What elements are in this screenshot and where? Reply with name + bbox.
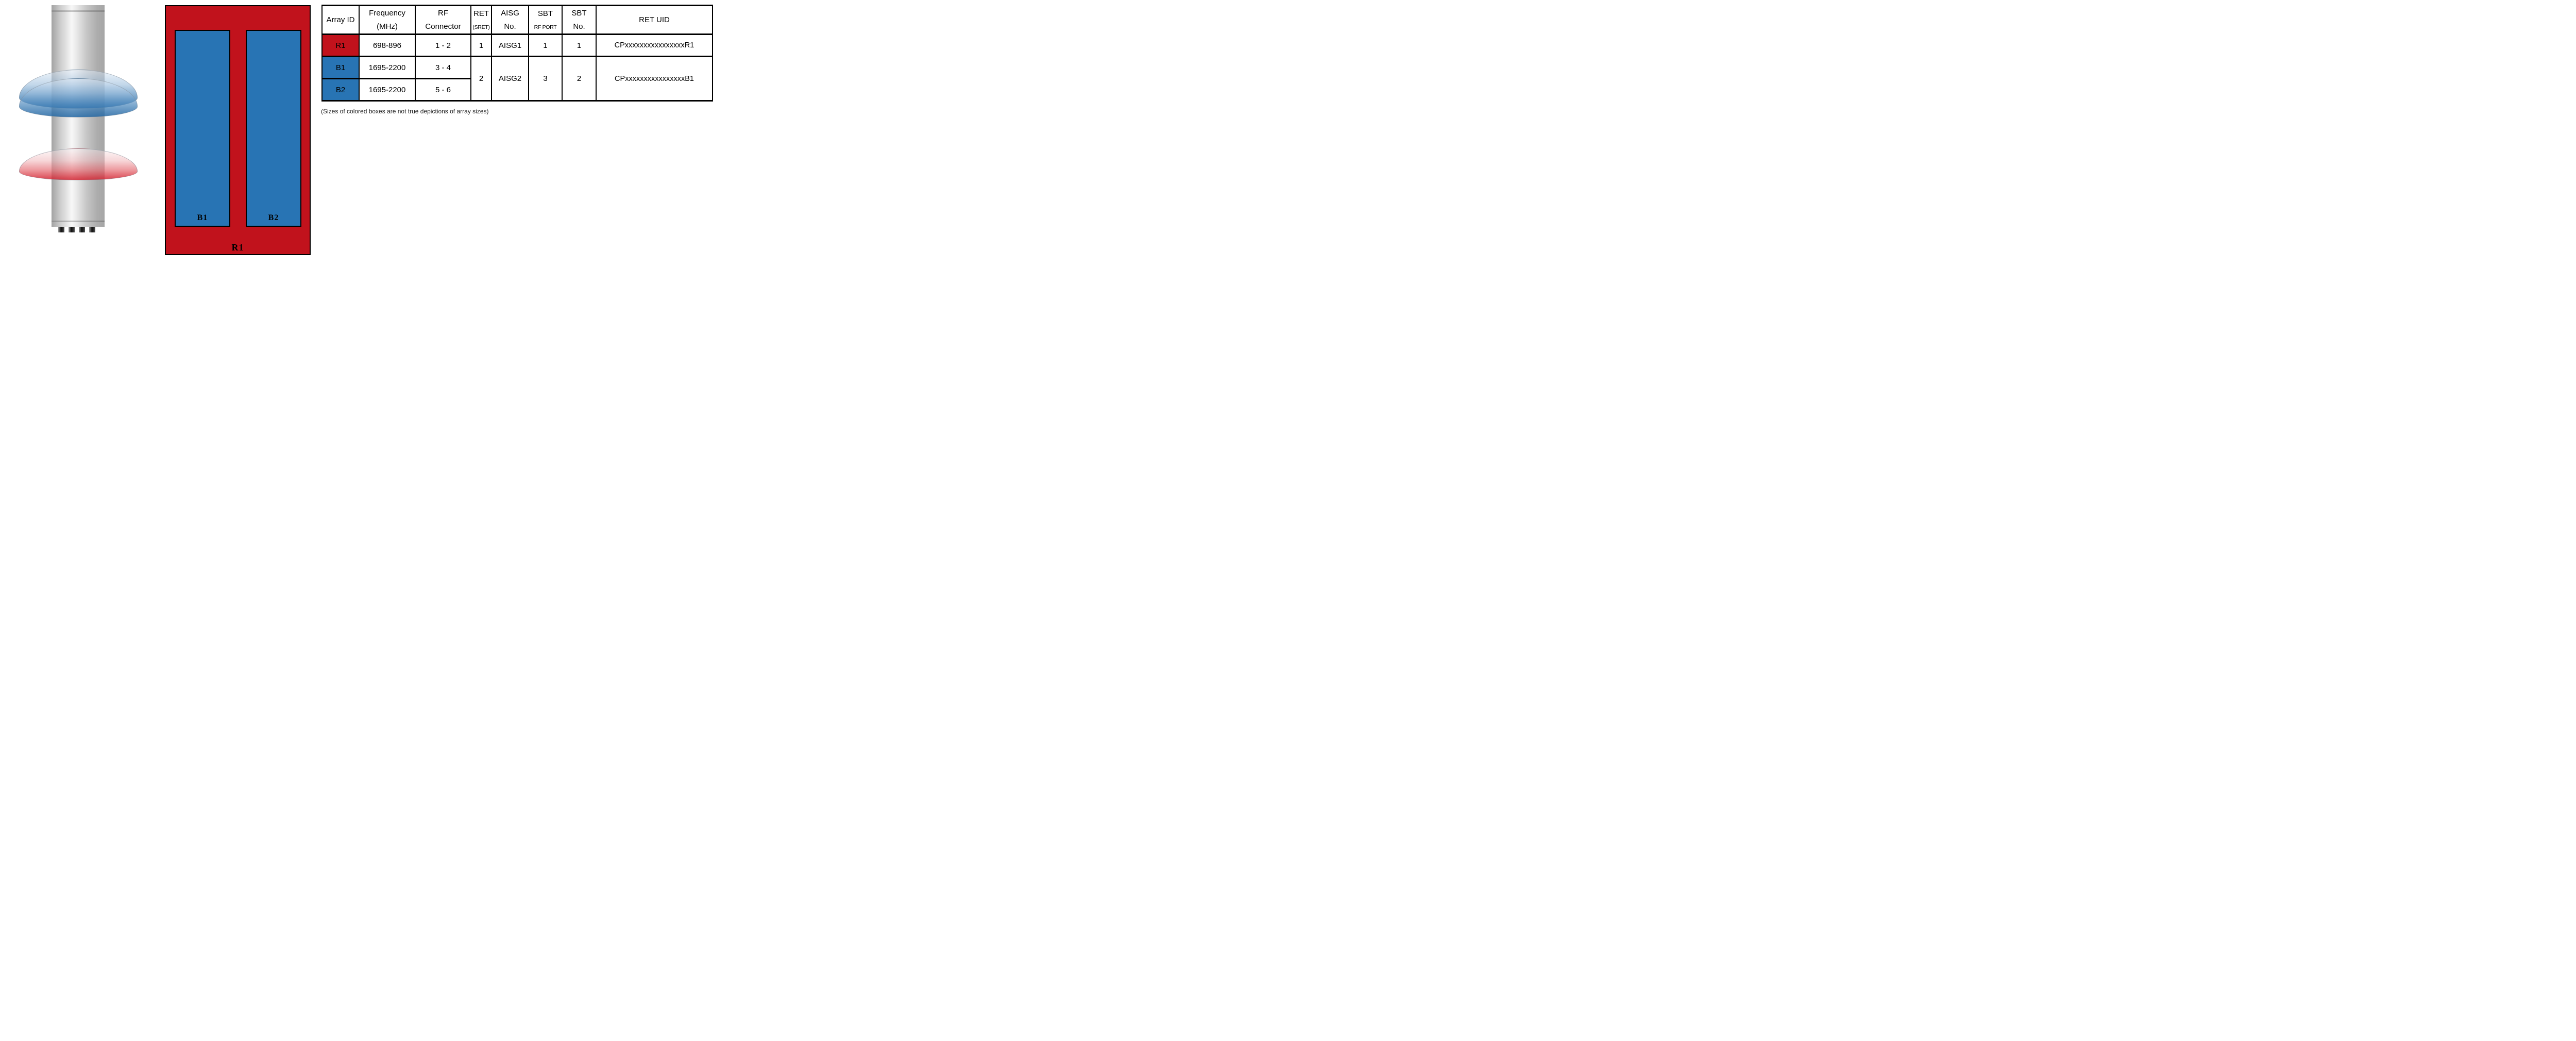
cell-sbt-port-b1b2: 3 [528, 56, 563, 102]
cell-freq-r1: 698-896 [359, 33, 416, 57]
page: B1 B2 R1 Array ID Frequency (MHz) [0, 0, 721, 260]
cell-array-id-b1: B1 [321, 56, 360, 79]
header-ret-uid: RET UID [596, 5, 713, 35]
table-row-b1: B1 1695-2200 3 - 4 2 AISG2 3 2 CPxxxxxxx… [321, 56, 713, 102]
array-b2-label: B2 [268, 213, 279, 222]
cell-sbt-port-r1: 1 [528, 33, 563, 57]
cell-freq-b1: 1695-2200 [359, 56, 416, 79]
cell-ret-b1b2: 2 [470, 56, 492, 102]
array-spec-table: Array ID Frequency (MHz) RF Connector RE… [321, 5, 713, 102]
array-r1-label: R1 [231, 242, 244, 253]
array-b2-box: B2 [246, 30, 301, 227]
header-sbt-no: SBT No. [562, 5, 597, 35]
cell-aisg-r1: AISG1 [491, 33, 529, 57]
table-row-b2: B2 1695-2200 5 - 6 [321, 78, 713, 102]
cell-ret-uid-b1b2: CPxxxxxxxxxxxxxxxxB1 [596, 56, 713, 102]
antenna-bottom-seam [52, 221, 105, 222]
note-text: (Sizes of colored boxes are not true dep… [321, 108, 489, 115]
red-beam [19, 148, 138, 180]
cell-freq-b2: 1695-2200 [359, 78, 416, 102]
cell-rf-r1: 1 - 2 [415, 33, 471, 57]
cell-array-id-r1: R1 [321, 33, 360, 57]
header-frequency: Frequency (MHz) [359, 5, 416, 35]
antenna-top-seam [52, 10, 105, 12]
antenna-connector-3 [79, 227, 85, 232]
table-header-row: Array ID Frequency (MHz) RF Connector RE… [321, 5, 713, 35]
array-b1-label: B1 [197, 213, 208, 222]
antenna-connector-4 [89, 227, 95, 232]
cell-aisg-b1b2: AISG2 [491, 56, 529, 102]
cell-ret-r1: 1 [470, 33, 492, 57]
cell-sbt-no-r1: 1 [562, 33, 597, 57]
header-ret-sret: RET (SRET) [470, 5, 492, 35]
cell-rf-b2: 5 - 6 [415, 78, 471, 102]
cell-array-id-b2: B2 [321, 78, 360, 102]
antenna-connector-1 [58, 227, 64, 232]
header-aisg-no: AISG No. [491, 5, 529, 35]
array-b1-box: B1 [175, 30, 230, 227]
cell-sbt-no-b1b2: 2 [562, 56, 597, 102]
header-rf-connector: RF Connector [415, 5, 471, 35]
cell-rf-b1: 3 - 4 [415, 56, 471, 79]
array-r1-box: B1 B2 R1 [165, 5, 311, 255]
header-sbt-rf-port: SBT RF PORT [528, 5, 563, 35]
cell-ret-uid-r1: CPxxxxxxxxxxxxxxxxR1 [596, 33, 713, 57]
antenna-connector-2 [69, 227, 75, 232]
antenna-illustration [0, 0, 160, 260]
header-array-id: Array ID [321, 5, 360, 35]
table-row-r1: R1 698-896 1 - 2 1 AISG1 1 1 CPxxxxxxxxx… [321, 33, 713, 57]
